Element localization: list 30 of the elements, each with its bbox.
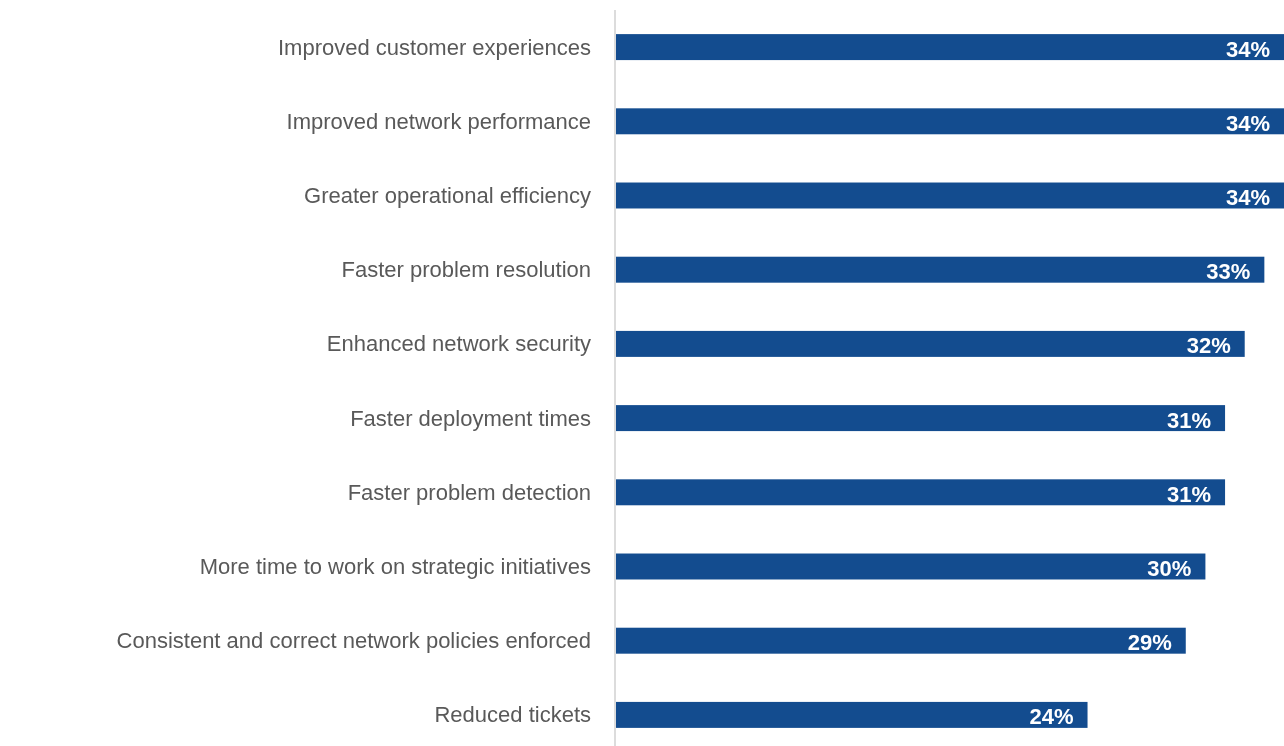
y-tick-label: Reduced tickets xyxy=(434,702,591,728)
y-tick-label: Greater operational efficiency xyxy=(304,183,591,208)
bar xyxy=(616,182,1284,209)
y-tick-label: Improved customer experiences xyxy=(277,34,591,60)
y-tick-label: Faster problem resolution xyxy=(341,257,591,283)
y-tick-label: More time to work on strategic initiatives xyxy=(199,554,591,579)
data-label: 31% xyxy=(1167,481,1212,507)
data-label: 32% xyxy=(1186,333,1231,359)
bar xyxy=(616,330,1245,357)
bar xyxy=(616,479,1226,506)
data-label: 29% xyxy=(1127,630,1172,656)
y-tick-label: Faster problem detection xyxy=(347,479,591,505)
y-tick-label: Enhanced network security xyxy=(326,331,591,357)
bar xyxy=(616,108,1284,135)
data-label: 31% xyxy=(1167,407,1212,433)
bar xyxy=(616,34,1284,61)
data-label: 34% xyxy=(1225,185,1270,210)
data-label: 30% xyxy=(1147,556,1192,581)
data-label: 24% xyxy=(1029,704,1074,730)
bar xyxy=(616,627,1186,654)
bar xyxy=(616,405,1226,432)
bar xyxy=(616,553,1206,580)
y-tick-label: Consistent and correct network policies enforced xyxy=(116,628,591,654)
bar xyxy=(616,256,1265,283)
y-tick-label: Faster deployment times xyxy=(350,405,591,431)
data-label: 34% xyxy=(1225,36,1270,62)
bar xyxy=(616,701,1088,728)
data-label: 33% xyxy=(1206,259,1251,285)
y-tick-label: Improved network performance xyxy=(286,108,591,134)
data-label: 34% xyxy=(1225,110,1270,136)
